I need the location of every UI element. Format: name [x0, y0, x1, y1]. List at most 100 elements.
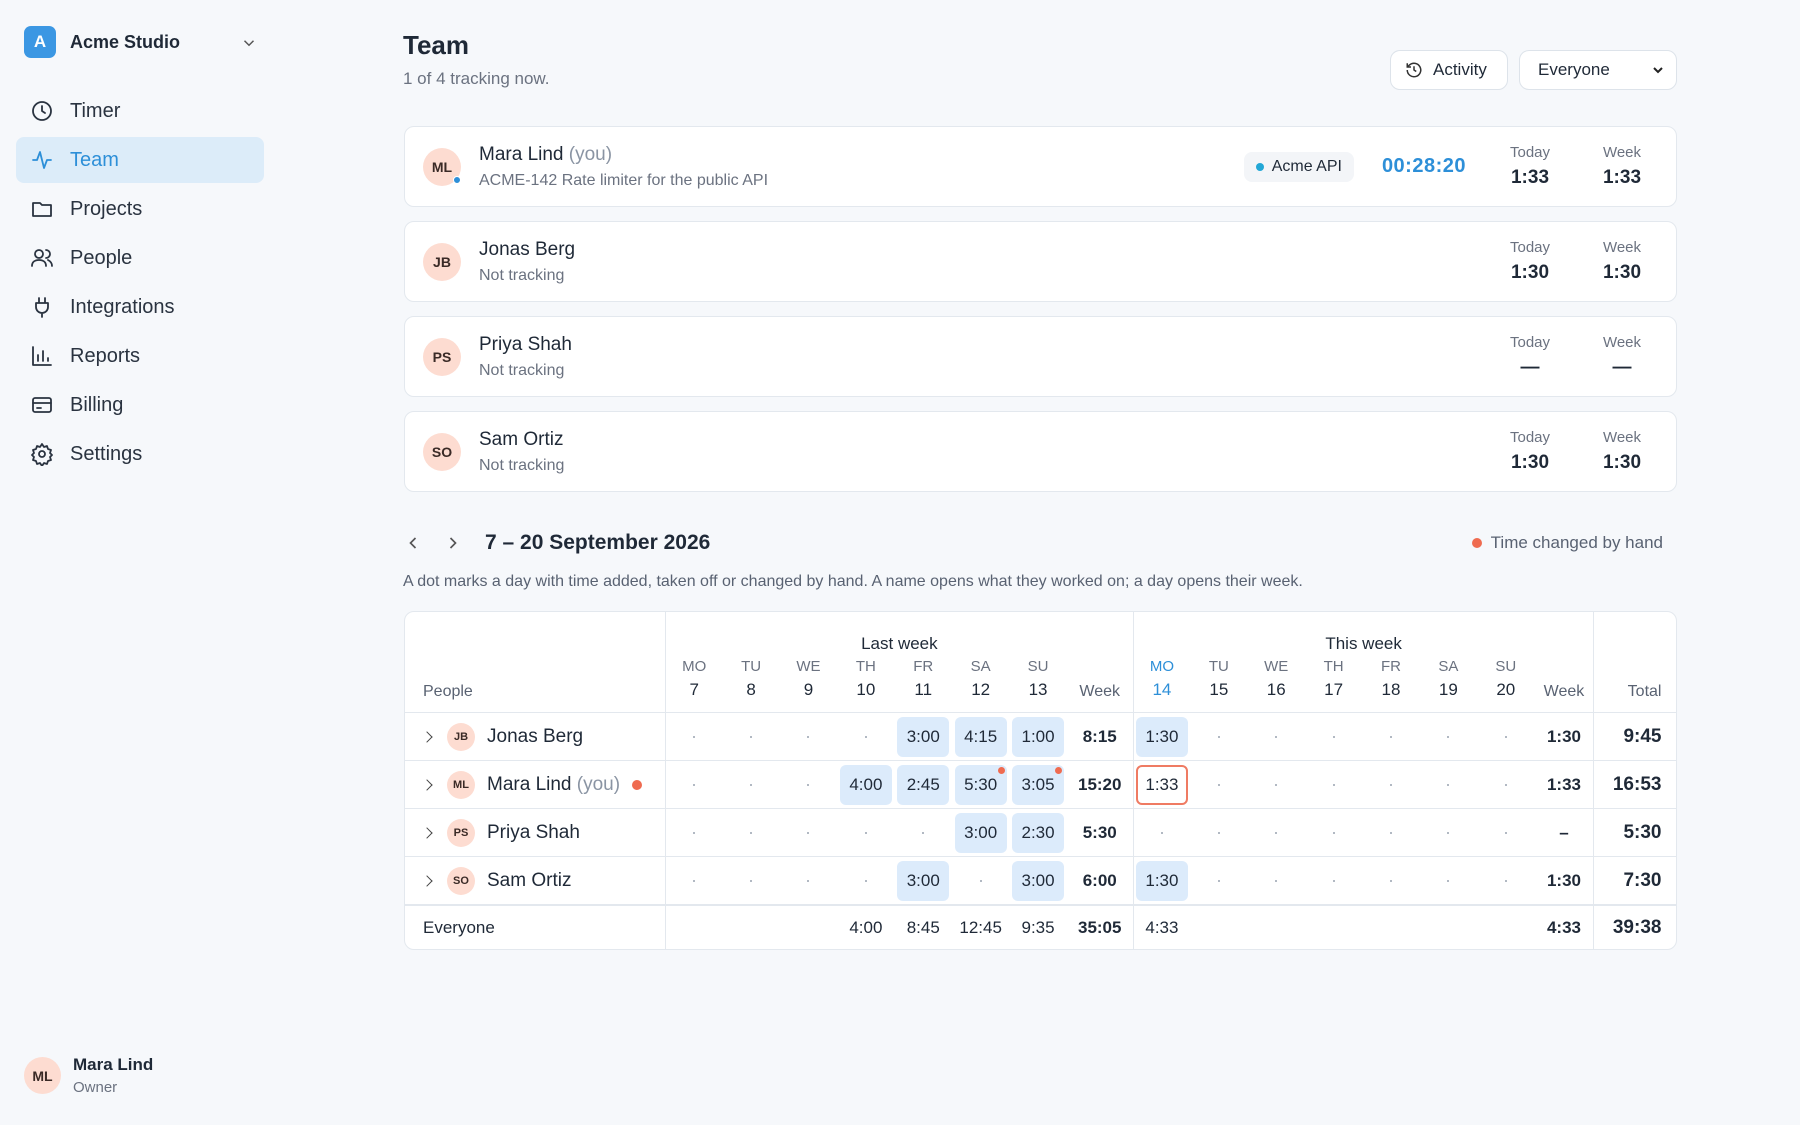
day-cell[interactable]	[780, 713, 837, 760]
day-cell[interactable]	[665, 761, 722, 808]
nav-item[interactable]: Team	[16, 137, 264, 183]
next-button[interactable]	[443, 533, 463, 553]
filter-select[interactable]: Everyone	[1519, 50, 1677, 90]
day-cell[interactable]	[1362, 761, 1419, 808]
day-cell[interactable]	[722, 761, 779, 808]
day-cell[interactable]: 3:00	[895, 857, 952, 904]
day-header[interactable]: TH 17	[1305, 658, 1362, 713]
day-cell[interactable]	[895, 809, 952, 856]
nav-item[interactable]: Timer	[16, 88, 264, 134]
day-header[interactable]: MO 7	[665, 658, 722, 713]
day-cell[interactable]: 2:30	[1009, 809, 1066, 856]
nav-item[interactable]: Billing	[16, 382, 264, 428]
day-cell[interactable]	[837, 857, 894, 904]
day-cell[interactable]	[1420, 761, 1477, 808]
day-cell[interactable]	[722, 713, 779, 760]
day-cell[interactable]	[1190, 857, 1247, 904]
day-cell[interactable]	[1248, 713, 1305, 760]
day-header[interactable]: SA 19	[1420, 658, 1477, 713]
day-header[interactable]: SA 12	[952, 658, 1009, 713]
day-header[interactable]: TH 10	[837, 658, 894, 713]
time-value: 9:35	[1021, 917, 1055, 937]
person-cell[interactable]: ML Mara Lind (you)	[405, 761, 665, 808]
day-header[interactable]: MO 14	[1132, 658, 1190, 713]
day-cell[interactable]	[1420, 713, 1477, 760]
day-cell[interactable]	[1305, 761, 1362, 808]
day-cell[interactable]: 1:30	[1132, 713, 1190, 760]
day-cell[interactable]	[1305, 857, 1362, 904]
day-cell[interactable]	[1248, 857, 1305, 904]
day-cell[interactable]	[1190, 809, 1247, 856]
nav-item[interactable]: Reports	[16, 333, 264, 379]
day-cell[interactable]	[1132, 809, 1190, 856]
day-cell[interactable]	[1420, 857, 1477, 904]
workspace-switcher[interactable]: A Acme Studio	[24, 26, 180, 58]
member-card[interactable]: PS Priya Shah Not tracking Today — Week —	[404, 316, 1677, 397]
person-cell[interactable]: SO Sam Ortiz	[405, 857, 665, 904]
day-cell[interactable]	[1420, 809, 1477, 856]
day-cell[interactable]: 4:00	[837, 761, 894, 808]
week-total: Week 1:33	[1586, 144, 1658, 189]
day-header[interactable]: FR 11	[895, 658, 952, 713]
day-cell[interactable]	[837, 713, 894, 760]
day-header[interactable]: TU 15	[1190, 658, 1247, 713]
day-cell[interactable]	[780, 809, 837, 856]
day-header[interactable]: WE 16	[1248, 658, 1305, 713]
day-cell[interactable]: 5:30	[952, 761, 1009, 808]
day-cell[interactable]: 3:00	[1009, 857, 1066, 904]
day-cell[interactable]: 4:15	[952, 713, 1009, 760]
activity-button[interactable]: Activity	[1390, 50, 1508, 90]
person-name: Mara Lind	[487, 773, 572, 795]
day-cell[interactable]	[1305, 713, 1362, 760]
day-cell[interactable]	[1362, 713, 1419, 760]
day-cell[interactable]	[665, 713, 722, 760]
day-cell[interactable]	[665, 857, 722, 904]
nav-item[interactable]: Integrations	[16, 284, 264, 330]
day-cell[interactable]	[837, 809, 894, 856]
expand-chevron	[421, 778, 433, 791]
day-cell[interactable]	[722, 809, 779, 856]
day-header[interactable]: TU 8	[722, 658, 779, 713]
person-cell[interactable]: JB Jonas Berg	[405, 713, 665, 760]
person-cell[interactable]: PS Priya Shah	[405, 809, 665, 856]
day-cell[interactable]	[1248, 761, 1305, 808]
today-total: Today —	[1494, 334, 1566, 379]
day-header[interactable]: SU 20	[1477, 658, 1534, 713]
member-status: Not tracking	[479, 361, 565, 379]
day-cell[interactable]: 2:45	[895, 761, 952, 808]
current-user[interactable]: ML Mara Lind Owner	[24, 1055, 153, 1096]
member-card[interactable]: JB Jonas Berg Not tracking Today 1:30 Week 1:3…	[404, 221, 1677, 302]
day-cell[interactable]	[1477, 761, 1534, 808]
day-cell[interactable]: 1:00	[1009, 713, 1066, 760]
day-cell[interactable]: 1:33	[1132, 761, 1190, 808]
day-cell[interactable]	[780, 761, 837, 808]
day-cell[interactable]: 3:05	[1009, 761, 1066, 808]
day-cell[interactable]	[665, 809, 722, 856]
day-name: TH	[1323, 658, 1344, 675]
member-card[interactable]: SO Sam Ortiz Not tracking Today 1:30 Week 1:30	[404, 411, 1677, 492]
nav-item[interactable]: People	[16, 235, 264, 281]
day-cell[interactable]	[1477, 713, 1534, 760]
day-cell[interactable]	[1477, 809, 1534, 856]
day-cell[interactable]	[1477, 857, 1534, 904]
day-date: 18	[1381, 680, 1401, 699]
day-cell[interactable]: 3:00	[952, 809, 1009, 856]
prev-button[interactable]	[403, 533, 423, 553]
day-cell[interactable]	[952, 857, 1009, 904]
day-header[interactable]: WE 9	[780, 658, 837, 713]
day-cell[interactable]	[1190, 761, 1247, 808]
day-cell[interactable]	[780, 857, 837, 904]
day-cell[interactable]	[1190, 713, 1247, 760]
day-cell[interactable]	[1362, 857, 1419, 904]
day-cell[interactable]	[1248, 809, 1305, 856]
day-header[interactable]: FR 18	[1362, 658, 1419, 713]
member-card[interactable]: ML Mara Lind (you) ACME-142 Rate limiter f…	[404, 126, 1677, 207]
nav-item[interactable]: Projects	[16, 186, 264, 232]
day-cell[interactable]: 3:00	[895, 713, 952, 760]
day-cell[interactable]	[1362, 809, 1419, 856]
day-header[interactable]: SU 13	[1009, 658, 1066, 713]
nav-item[interactable]: Settings	[16, 431, 264, 477]
day-cell[interactable]	[1305, 809, 1362, 856]
day-cell[interactable]	[722, 857, 779, 904]
day-cell[interactable]: 1:30	[1132, 857, 1190, 904]
